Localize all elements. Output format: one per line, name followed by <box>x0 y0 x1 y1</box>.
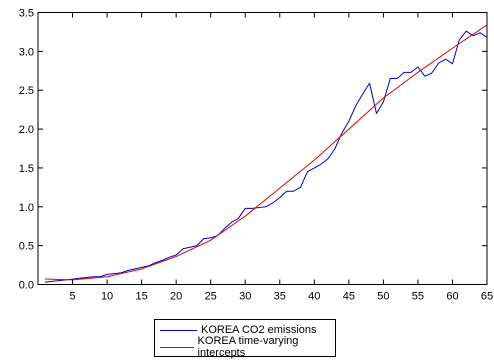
y-tick-label: 1.0 <box>19 202 34 214</box>
x-tick-label: 40 <box>308 291 320 303</box>
legend-label-co2: KOREA CO2 emissions <box>201 324 317 336</box>
x-tick-label: 15 <box>135 291 147 303</box>
y-tick-label: 0.5 <box>19 241 34 253</box>
x-tick-label: 20 <box>170 291 182 303</box>
series-line-co2-emissions <box>44 30 488 283</box>
x-tick-label: 50 <box>377 291 389 303</box>
legend-entry-intercepts: KOREA time-varying intercepts <box>155 335 335 359</box>
legend-swatch-intercepts <box>160 346 194 348</box>
legend-label-intercepts: KOREA time-varying intercepts <box>197 335 299 359</box>
x-tick-label: 60 <box>446 291 458 303</box>
series-layer <box>44 24 488 283</box>
legend-swatch-co2 <box>160 329 197 331</box>
y-tick-label: 3.0 <box>19 46 34 58</box>
series-line-time-varying-intercepts <box>44 24 488 281</box>
legend-entry-co2: KOREA CO2 emissions <box>155 322 317 338</box>
plot-frame <box>37 12 488 285</box>
y-axis: 0.0 0.5 1.0 1.5 2.0 2.5 3.0 3.5 <box>19 8 487 292</box>
y-tick-label: 2.0 <box>19 124 34 136</box>
y-tick-label: 3.5 <box>19 8 34 20</box>
x-tick-label: 55 <box>412 291 424 303</box>
x-tick-label: 5 <box>69 291 75 303</box>
x-tick-label: 45 <box>343 291 355 303</box>
y-tick-label: 2.5 <box>19 85 34 97</box>
x-tick-label: 35 <box>274 291 286 303</box>
x-axis: 5 10 15 20 25 30 35 40 45 50 55 60 65 <box>69 12 493 303</box>
x-tick-label: 25 <box>205 291 217 303</box>
line-chart: 0.0 0.5 1.0 1.5 2.0 2.5 3.0 3.5 5 10 15 20 25 30 35 40… <box>19 8 493 303</box>
y-tick-label: 0.0 <box>19 280 34 292</box>
y-tick-label: 1.5 <box>19 163 34 175</box>
x-tick-label: 30 <box>239 291 251 303</box>
x-tick-label: 10 <box>101 291 113 303</box>
legend: KOREA CO2 emissions KOREA time-varying i… <box>154 319 336 359</box>
x-tick-label: 65 <box>481 291 493 303</box>
